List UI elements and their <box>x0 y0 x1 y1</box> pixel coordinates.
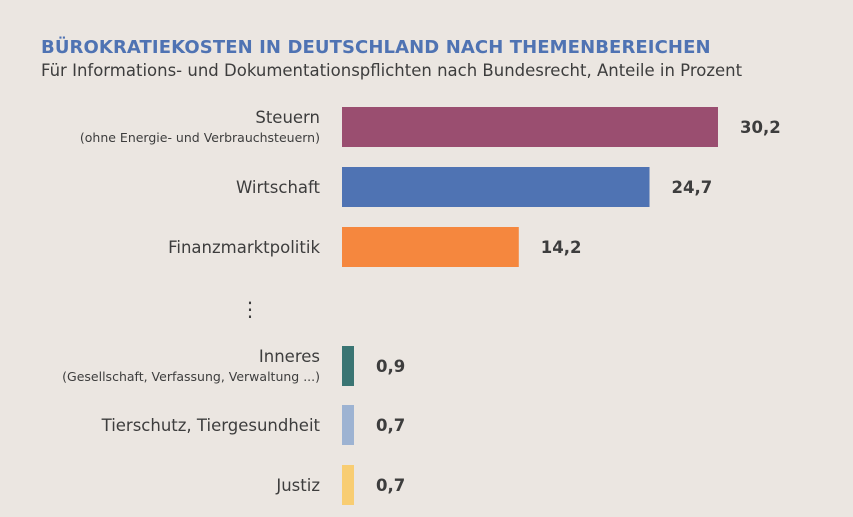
category-sublabel: (ohne Energie- und Verbrauchsteuern) <box>80 130 320 145</box>
category-label: Steuern <box>255 108 320 127</box>
value-label: 14,2 <box>541 238 582 257</box>
category-label: Wirtschaft <box>236 178 321 197</box>
gap-marker: ⋮ <box>240 297 260 321</box>
value-label: 24,7 <box>672 178 713 197</box>
bar <box>342 346 354 386</box>
category-sublabel: (Gesellschaft, Verfassung, Verwaltung ..… <box>62 369 320 384</box>
bar <box>342 465 354 505</box>
bar <box>342 227 519 267</box>
bar <box>342 107 718 147</box>
value-label: 30,2 <box>740 118 781 137</box>
chart-title: BÜROKRATIEKOSTEN IN DEUTSCHLAND NACH THE… <box>41 37 711 58</box>
value-label: 0,7 <box>376 476 405 495</box>
value-label: 0,7 <box>376 416 405 435</box>
bar <box>342 167 650 207</box>
value-label: 0,9 <box>376 357 405 376</box>
category-label: Finanzmarktpolitik <box>168 238 320 257</box>
category-label: Justiz <box>275 476 320 495</box>
bar <box>342 405 354 445</box>
chart-subtitle: Für Informations- und Dokumentationspfli… <box>41 61 743 80</box>
category-label: Inneres <box>259 347 320 366</box>
category-label: Tierschutz, Tiergesundheit <box>101 416 321 435</box>
